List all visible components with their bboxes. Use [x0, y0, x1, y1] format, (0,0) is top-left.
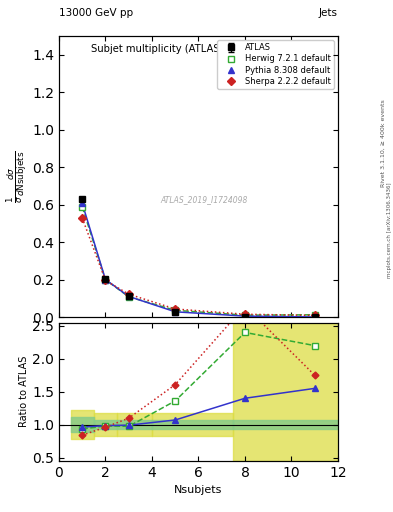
Herwig 7.2.1 default	[312, 312, 317, 318]
Text: ATLAS_2019_I1724098: ATLAS_2019_I1724098	[160, 195, 248, 204]
Text: 13000 GeV pp: 13000 GeV pp	[59, 8, 133, 18]
Herwig 7.2.1 default	[242, 312, 247, 318]
Pythia 8.308 default	[312, 314, 317, 320]
Sherpa 2.2.2 default	[127, 291, 131, 297]
Y-axis label: $\frac{1}{\sigma}\frac{d\sigma}{d\mathrm{Nsubjets}}$: $\frac{1}{\sigma}\frac{d\sigma}{d\mathrm…	[6, 151, 29, 203]
Text: Rivet 3.1.10, ≥ 400k events: Rivet 3.1.10, ≥ 400k events	[381, 99, 386, 187]
Pythia 8.308 default	[127, 293, 131, 300]
Line: Herwig 7.2.1 default: Herwig 7.2.1 default	[79, 204, 318, 318]
Sherpa 2.2.2 default	[173, 306, 178, 312]
Herwig 7.2.1 default	[127, 294, 131, 300]
Herwig 7.2.1 default	[80, 204, 84, 210]
Herwig 7.2.1 default	[103, 276, 108, 283]
Y-axis label: Ratio to ATLAS: Ratio to ATLAS	[19, 356, 29, 428]
Text: Jets: Jets	[319, 8, 338, 18]
Line: Sherpa 2.2.2 default: Sherpa 2.2.2 default	[79, 215, 318, 318]
Sherpa 2.2.2 default	[312, 312, 317, 318]
Legend: ATLAS, Herwig 7.2.1 default, Pythia 8.308 default, Sherpa 2.2.2 default: ATLAS, Herwig 7.2.1 default, Pythia 8.30…	[217, 40, 334, 89]
Sherpa 2.2.2 default	[103, 278, 108, 284]
Sherpa 2.2.2 default	[242, 311, 247, 317]
Text: Subjet multiplicity (ATLAS jet substructure): Subjet multiplicity (ATLAS jet substruct…	[91, 45, 306, 54]
Line: Pythia 8.308 default: Pythia 8.308 default	[79, 200, 318, 320]
Sherpa 2.2.2 default	[80, 215, 84, 221]
Pythia 8.308 default	[242, 313, 247, 319]
Text: mcplots.cern.ch [arXiv:1306.3436]: mcplots.cern.ch [arXiv:1306.3436]	[387, 183, 391, 278]
X-axis label: Nsubjets: Nsubjets	[174, 485, 223, 495]
Herwig 7.2.1 default	[173, 307, 178, 313]
Pythia 8.308 default	[103, 276, 108, 283]
Pythia 8.308 default	[80, 200, 84, 206]
Pythia 8.308 default	[173, 309, 178, 315]
